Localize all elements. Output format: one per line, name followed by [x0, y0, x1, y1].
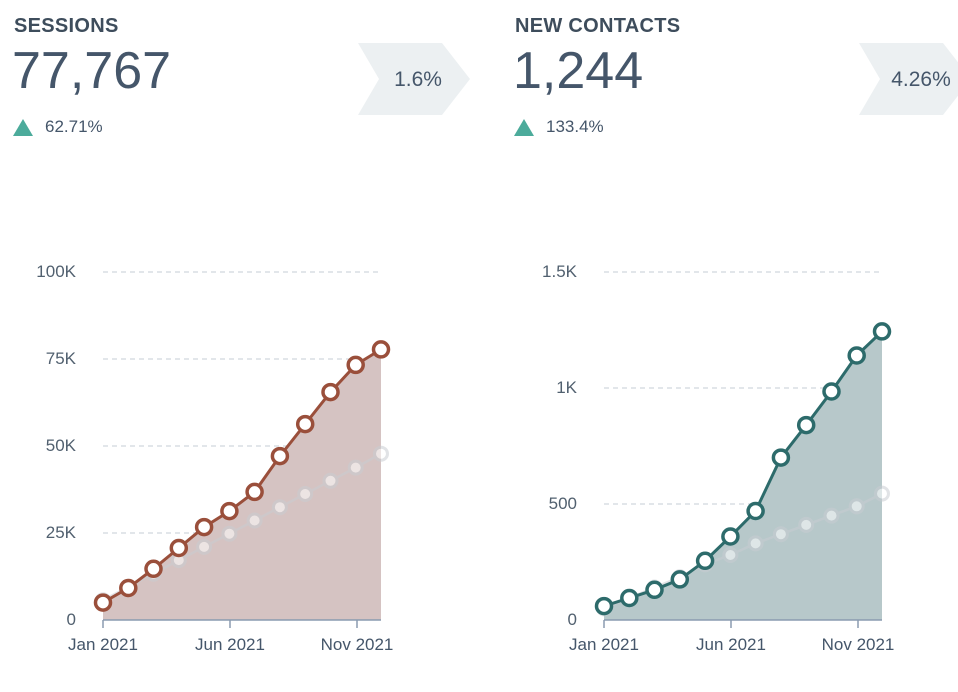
svg-text:Jun 2021: Jun 2021: [696, 635, 766, 654]
svg-text:25K: 25K: [46, 523, 77, 542]
svg-text:100K: 100K: [36, 262, 76, 281]
svg-text:Nov 2021: Nov 2021: [822, 635, 895, 654]
svg-text:0: 0: [568, 610, 577, 629]
svg-text:500: 500: [549, 494, 577, 513]
svg-text:75K: 75K: [46, 349, 77, 368]
svg-text:4.26%: 4.26%: [891, 68, 951, 91]
svg-text:1.6%: 1.6%: [394, 68, 442, 91]
svg-text:1.5K: 1.5K: [542, 262, 578, 281]
svg-text:Nov 2021: Nov 2021: [321, 635, 394, 654]
svg-text:1K: 1K: [556, 378, 577, 397]
svg-text:0: 0: [67, 610, 76, 629]
svg-text:Jan 2021: Jan 2021: [68, 635, 138, 654]
svg-text:50K: 50K: [46, 436, 77, 455]
svg-text:Jan 2021: Jan 2021: [569, 635, 639, 654]
svg-text:Jun 2021: Jun 2021: [195, 635, 265, 654]
